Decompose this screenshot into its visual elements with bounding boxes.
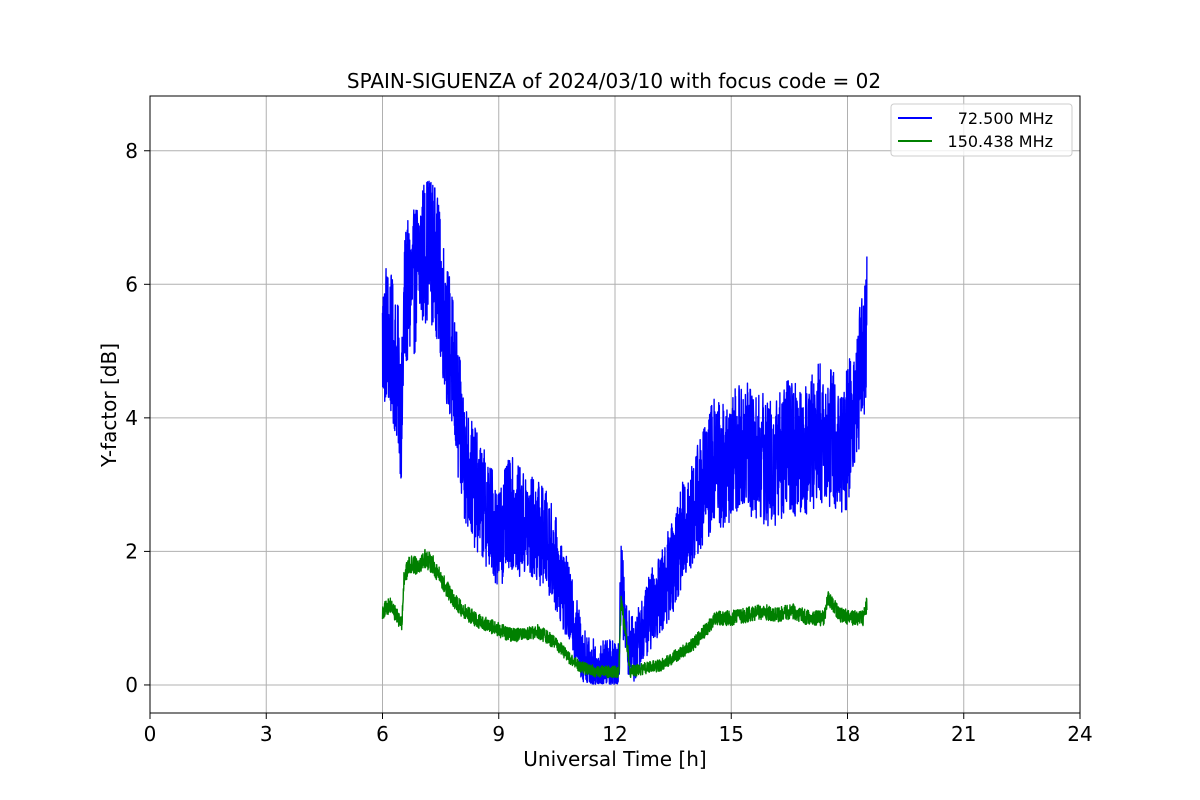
series-line-1: [381, 180, 868, 685]
x-tick-label: 21: [951, 722, 976, 746]
x-tick-label: 3: [260, 722, 273, 746]
legend: 72.500 MHz 150.438 MHz: [890, 103, 1073, 157]
y-tick-label: 6: [125, 272, 138, 296]
y-axis-label: Y-factor [dB]: [97, 343, 121, 468]
x-tick-label: 15: [719, 722, 744, 746]
y-tick-label: 8: [125, 139, 138, 163]
x-tick-label: 18: [835, 722, 860, 746]
chart-title: SPAIN-SIGUENZA of 2024/03/10 with focus …: [347, 69, 881, 93]
legend-label-1: 72.500 MHz: [958, 109, 1053, 128]
x-axis-ticks: 0 3 6 9 12 15 18 21 24: [144, 713, 1093, 746]
y-tick-label: 4: [125, 406, 138, 430]
legend-frame: [890, 103, 1073, 157]
x-tick-label: 9: [492, 722, 505, 746]
legend-label-2: 150.438 MHz: [948, 132, 1053, 151]
grid: [149, 96, 1081, 713]
x-tick-label: 24: [1067, 722, 1092, 746]
series-lines: [381, 180, 868, 685]
y-tick-label: 2: [125, 539, 138, 563]
x-axis-label: Universal Time [h]: [523, 747, 706, 771]
series-line-2: [381, 548, 868, 679]
y-axis-ticks: 0 2 4 6 8: [125, 139, 150, 697]
x-tick-label: 6: [376, 722, 389, 746]
x-tick-label: 0: [144, 722, 157, 746]
y-tick-label: 0: [125, 673, 138, 697]
x-tick-label: 12: [602, 722, 627, 746]
